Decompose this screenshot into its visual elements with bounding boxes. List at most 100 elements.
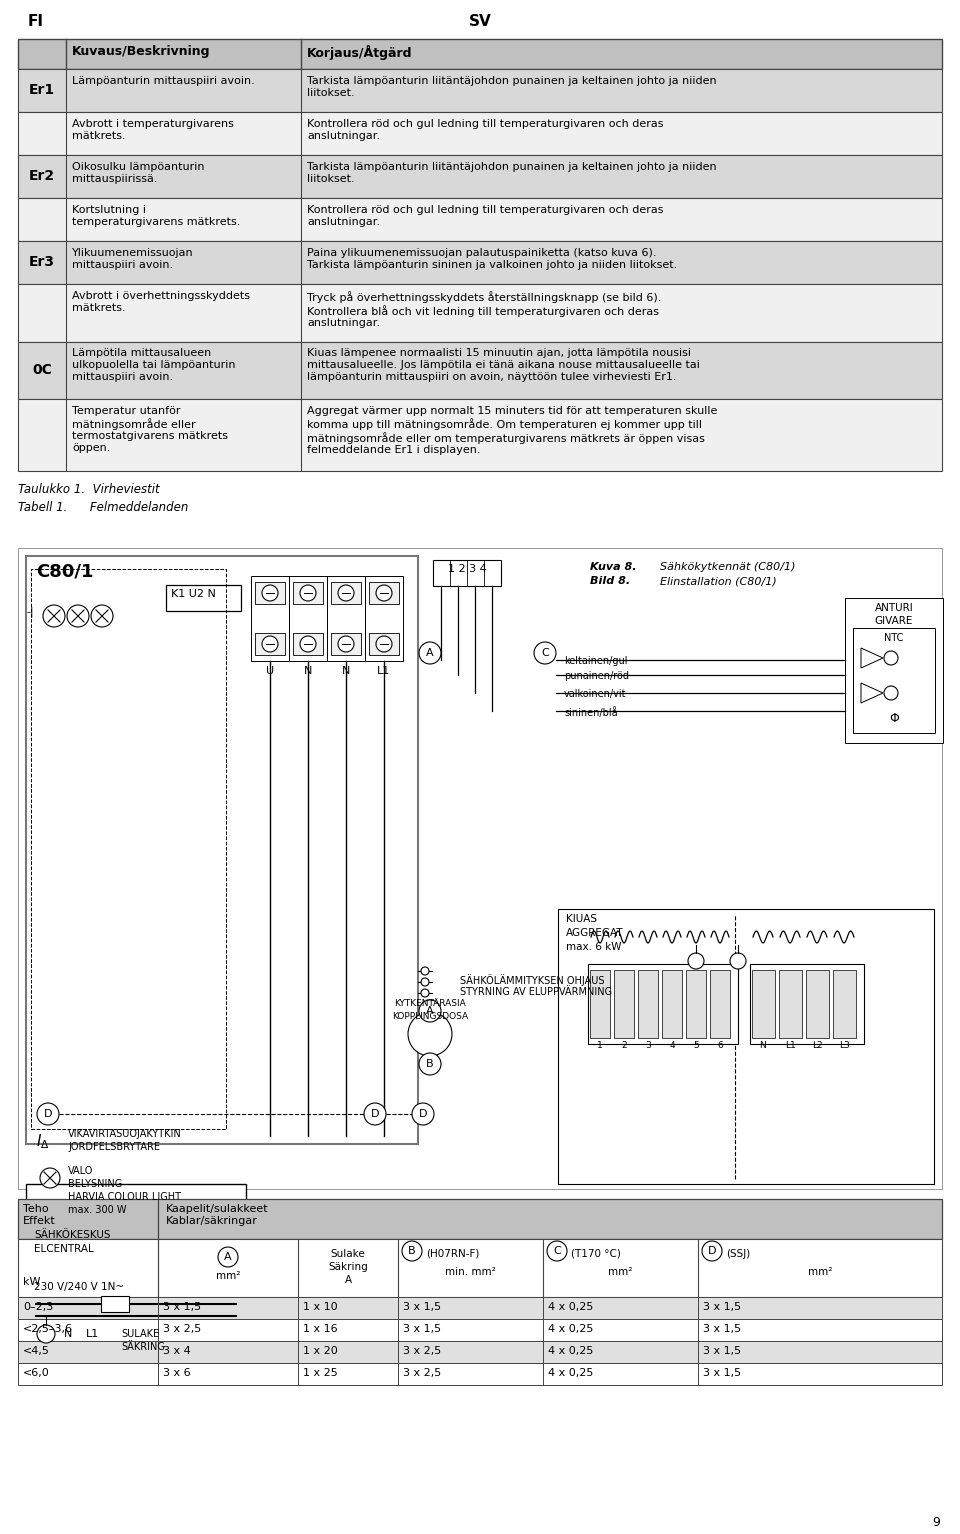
Text: 0–2,3: 0–2,3: [23, 1302, 53, 1312]
Text: STYRNING AV ELUPPVÄRMNING: STYRNING AV ELUPPVÄRMNING: [460, 986, 612, 997]
Circle shape: [419, 643, 441, 664]
Bar: [369, 634, 399, 655]
Circle shape: [884, 686, 898, 700]
Text: 1 x 10: 1 x 10: [303, 1302, 338, 1312]
Bar: [853, 627, 935, 733]
Circle shape: [408, 1012, 452, 1055]
Bar: [251, 575, 289, 661]
Bar: [710, 969, 730, 1039]
Text: (SSJ): (SSJ): [726, 1249, 751, 1259]
Bar: [686, 969, 706, 1039]
Circle shape: [421, 989, 429, 997]
Bar: [614, 969, 634, 1039]
Text: D: D: [419, 1109, 427, 1118]
Text: Bild 8.: Bild 8.: [590, 575, 630, 586]
Bar: [101, 1296, 129, 1312]
Bar: [806, 969, 829, 1039]
Text: Avbrott i temperaturgivarens
mätkrets.: Avbrott i temperaturgivarens mätkrets.: [72, 120, 234, 141]
Circle shape: [40, 1167, 60, 1187]
Text: keltainen/gul: keltainen/gul: [564, 657, 628, 666]
Text: C80/1: C80/1: [36, 561, 93, 580]
Bar: [662, 969, 682, 1039]
Text: D: D: [708, 1246, 716, 1256]
Circle shape: [218, 1247, 238, 1267]
Text: Taulukko 1.  Virheviestit: Taulukko 1. Virheviestit: [18, 483, 159, 495]
Bar: [18, 1319, 942, 1341]
Text: Teho
Effekt: Teho Effekt: [23, 1204, 56, 1226]
Circle shape: [412, 1103, 434, 1124]
Circle shape: [37, 1103, 59, 1124]
Text: (H07RN-F): (H07RN-F): [426, 1249, 479, 1259]
Bar: [331, 634, 361, 655]
Text: mm²: mm²: [216, 1272, 240, 1281]
Text: L1: L1: [377, 666, 391, 676]
Text: 1 x 25: 1 x 25: [303, 1368, 338, 1378]
Text: 3: 3: [645, 1042, 651, 1049]
Bar: [255, 634, 285, 655]
Bar: [18, 69, 942, 112]
Text: Kontrollera röd och gul ledning till temperaturgivaren och deras
anslutningar.: Kontrollera röd och gul ledning till tem…: [307, 120, 663, 141]
Circle shape: [730, 953, 746, 969]
Circle shape: [364, 1103, 386, 1124]
Text: VALO: VALO: [68, 1166, 93, 1177]
Text: N: N: [303, 666, 312, 676]
Text: 4 x 0,25: 4 x 0,25: [548, 1368, 593, 1378]
Text: N: N: [342, 666, 350, 676]
Circle shape: [376, 584, 392, 601]
Text: 3 x 2,5: 3 x 2,5: [403, 1368, 442, 1378]
Text: 9: 9: [932, 1516, 940, 1529]
Text: JORDFELSBRYTARE: JORDFELSBRYTARE: [68, 1141, 160, 1152]
Text: Lämpötila mittausalueen
ulkopuolella tai lämpöanturin
mittauspiiri avoin.: Lämpötila mittausalueen ulkopuolella tai…: [72, 348, 235, 382]
Bar: [331, 581, 361, 604]
Text: BELYSNING: BELYSNING: [68, 1180, 122, 1189]
Text: 1: 1: [597, 1042, 603, 1049]
Text: 4 x 0,25: 4 x 0,25: [548, 1324, 593, 1335]
Text: mm²: mm²: [608, 1267, 633, 1276]
Text: sininen/blå: sininen/blå: [564, 707, 617, 718]
Text: Aggregat värmer upp normalt 15 minuters tid för att temperaturen skulle
komma up: Aggregat värmer upp normalt 15 minuters …: [307, 407, 717, 456]
Circle shape: [547, 1241, 567, 1261]
Bar: [18, 399, 942, 471]
Circle shape: [300, 637, 316, 652]
Bar: [327, 575, 365, 661]
Text: 3 x 1,5: 3 x 1,5: [703, 1324, 741, 1335]
Bar: [166, 584, 241, 611]
Text: KIUAS: KIUAS: [566, 914, 597, 923]
Circle shape: [67, 604, 89, 627]
Text: 0C: 0C: [32, 364, 52, 377]
Text: 3 x 1,5: 3 x 1,5: [703, 1302, 741, 1312]
Bar: [18, 155, 942, 198]
Bar: [293, 581, 323, 604]
Text: GIVARE: GIVARE: [875, 617, 913, 626]
Text: 3 x 1,5: 3 x 1,5: [403, 1324, 442, 1335]
Text: KYTKENTÄRASIA: KYTKENTÄRASIA: [395, 999, 466, 1008]
Polygon shape: [861, 647, 883, 667]
Text: 2: 2: [621, 1042, 627, 1049]
Text: 3 x 1,5: 3 x 1,5: [703, 1345, 741, 1356]
Text: Ylikuumenemissuojan
mittauspiiri avoin.: Ylikuumenemissuojan mittauspiiri avoin.: [72, 249, 194, 270]
Text: 3 x 1,5: 3 x 1,5: [703, 1368, 741, 1378]
Text: B: B: [408, 1246, 416, 1256]
Text: KOPPLINGSDOSA: KOPPLINGSDOSA: [392, 1012, 468, 1022]
Bar: [638, 969, 658, 1039]
Text: VIKAVIRTASUOJAKYTKIN: VIKAVIRTASUOJAKYTKIN: [68, 1129, 181, 1140]
Circle shape: [376, 637, 392, 652]
Text: 3 x 1,5: 3 x 1,5: [163, 1302, 202, 1312]
Text: 4 x 0,25: 4 x 0,25: [548, 1345, 593, 1356]
Text: Sähkökytkennät (C80/1): Sähkökytkennät (C80/1): [660, 561, 796, 572]
Text: Er2: Er2: [29, 169, 55, 184]
Circle shape: [262, 637, 278, 652]
Bar: [18, 1364, 942, 1385]
Bar: [18, 284, 942, 342]
Circle shape: [91, 604, 113, 627]
Text: 3 x 1,5: 3 x 1,5: [403, 1302, 442, 1312]
Circle shape: [419, 1000, 441, 1022]
Text: 1 x 20: 1 x 20: [303, 1345, 338, 1356]
Text: Kaapelit/sulakkeet
Kablar/säkringar: Kaapelit/sulakkeet Kablar/säkringar: [166, 1204, 269, 1226]
Text: -|: -|: [26, 607, 34, 617]
Text: SV: SV: [468, 14, 492, 29]
Circle shape: [300, 584, 316, 601]
Polygon shape: [861, 683, 883, 703]
Text: Tarkista lämpöanturin liitäntäjohdon punainen ja keltainen johto ja niiden
liito: Tarkista lämpöanturin liitäntäjohdon pun…: [307, 163, 716, 184]
Text: Kiuas lämpenee normaalisti 15 minuutin ajan, jotta lämpötila nousisi
mittausalue: Kiuas lämpenee normaalisti 15 minuutin a…: [307, 348, 700, 382]
